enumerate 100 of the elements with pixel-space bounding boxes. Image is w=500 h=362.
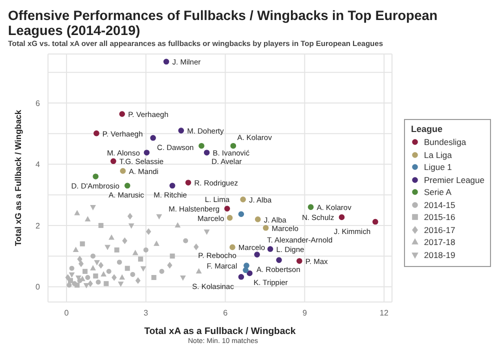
point — [254, 216, 261, 222]
point — [204, 150, 210, 156]
point — [77, 278, 82, 284]
point — [167, 262, 172, 268]
point — [154, 240, 160, 246]
point — [124, 182, 130, 189]
legend-label: Bundesliga — [424, 137, 466, 147]
point — [132, 250, 138, 256]
point — [114, 247, 120, 252]
point — [150, 134, 156, 141]
point — [372, 218, 378, 225]
point — [122, 238, 128, 244]
point — [144, 150, 150, 156]
x-tick-label: 0 — [64, 308, 70, 318]
point — [100, 272, 106, 277]
point — [146, 228, 152, 235]
legend-title: League — [411, 124, 444, 134]
point — [110, 158, 116, 164]
point — [66, 282, 72, 288]
point — [108, 234, 114, 240]
legend-label: 2014-15 — [424, 200, 456, 210]
point — [92, 174, 99, 180]
legend-label: La Liga — [424, 150, 452, 160]
point — [120, 168, 126, 174]
legend-label: 2015-16 — [424, 212, 456, 222]
point — [94, 130, 100, 136]
point — [82, 268, 88, 274]
point — [112, 274, 117, 281]
y-tick-label: 2 — [36, 221, 41, 230]
legend-label: 2016-17 — [424, 224, 456, 234]
chart-title: Offensive Performances of Fullbacks / Wingbacks in Top European Leagues (2014-2019) — [8, 8, 438, 38]
point — [74, 210, 80, 216]
legend-label: 2017-18 — [424, 237, 456, 247]
point — [104, 244, 110, 250]
point — [96, 280, 101, 285]
point — [130, 272, 136, 277]
legend-label: Serie A — [424, 187, 452, 197]
point — [69, 272, 75, 278]
point — [77, 256, 82, 262]
point — [93, 273, 98, 278]
point — [72, 281, 77, 286]
point — [244, 262, 250, 268]
legend-label: 2018-19 — [424, 250, 456, 260]
point — [178, 128, 184, 134]
point — [135, 277, 140, 284]
point — [85, 275, 90, 280]
x-tick-label: 6 — [223, 308, 228, 318]
point — [124, 266, 130, 271]
point — [159, 268, 164, 274]
point — [90, 205, 96, 210]
point — [119, 274, 125, 280]
point — [143, 247, 148, 252]
legend-label: Premier League — [424, 174, 484, 184]
point — [238, 274, 244, 280]
point — [196, 268, 202, 274]
point — [230, 244, 236, 250]
point — [88, 280, 93, 287]
point — [78, 260, 84, 267]
point — [198, 142, 204, 149]
point — [194, 244, 199, 250]
point — [230, 142, 236, 149]
point — [185, 180, 192, 186]
point — [68, 278, 73, 284]
point — [128, 213, 133, 220]
point — [156, 214, 162, 220]
point — [276, 257, 282, 263]
x-axis-title: Total xA as a Fullback / Wingback — [144, 326, 296, 337]
point — [246, 270, 253, 276]
point — [128, 223, 134, 228]
point — [204, 230, 210, 235]
point — [254, 252, 260, 258]
point — [296, 258, 302, 264]
y-tick-label: 0 — [36, 282, 41, 292]
point — [84, 216, 90, 222]
point — [163, 58, 170, 65]
point — [338, 214, 345, 220]
point — [98, 222, 104, 228]
point — [169, 182, 176, 189]
y-axis-title: Total xG as a Fullback / Wingback — [13, 110, 24, 246]
point — [90, 265, 96, 270]
point — [116, 260, 122, 265]
point — [106, 268, 112, 274]
x-tick-label: 9 — [302, 308, 308, 318]
point — [73, 247, 79, 252]
point — [119, 111, 125, 117]
point — [174, 222, 180, 228]
point — [94, 260, 100, 266]
point — [267, 246, 274, 252]
legend-label: Ligue 1 — [424, 162, 452, 172]
x-tick-label: 12 — [380, 308, 390, 318]
point — [183, 238, 188, 244]
point — [140, 266, 146, 272]
point — [180, 275, 186, 280]
y-tick-label: 6 — [36, 98, 41, 108]
point — [138, 256, 144, 262]
point — [104, 281, 109, 286]
point — [80, 241, 85, 246]
point — [118, 282, 124, 287]
x-tick-label: 3 — [144, 308, 149, 318]
point — [170, 254, 175, 259]
